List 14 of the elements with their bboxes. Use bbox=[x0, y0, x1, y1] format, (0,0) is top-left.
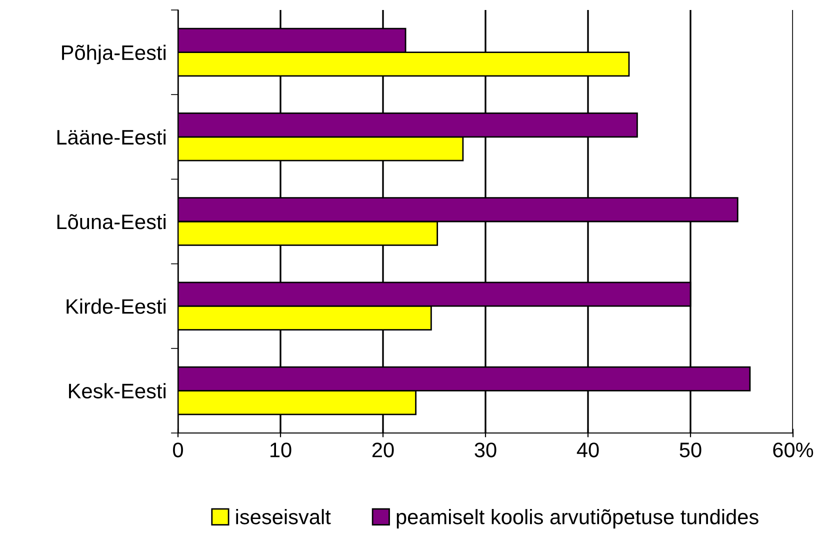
x-tick-label: 50 bbox=[680, 442, 702, 458]
x-tick-label: 60% bbox=[773, 442, 814, 458]
x-tick-label: 30 bbox=[474, 442, 496, 458]
y-tick-label: Kesk-Eesti bbox=[69, 383, 166, 398]
x-tick-label: 40 bbox=[576, 442, 599, 458]
x-tick-label: 0 bbox=[173, 442, 183, 458]
y-tick-label: Kirde-Eesti bbox=[66, 298, 166, 314]
y-tick-label: Põhja-Eesti bbox=[62, 44, 166, 64]
x-tick-label: 20 bbox=[372, 442, 394, 458]
legend-label: peamiselt koolis arvutiõpetuse tundides bbox=[396, 509, 758, 528]
x-tick-label: 10 bbox=[270, 442, 292, 458]
y-tick-label: Lõuna-Eesti bbox=[57, 214, 166, 230]
legend-label: iseseisvalt bbox=[236, 509, 331, 524]
y-tick-label: Lääne-Eesti bbox=[57, 129, 166, 145]
